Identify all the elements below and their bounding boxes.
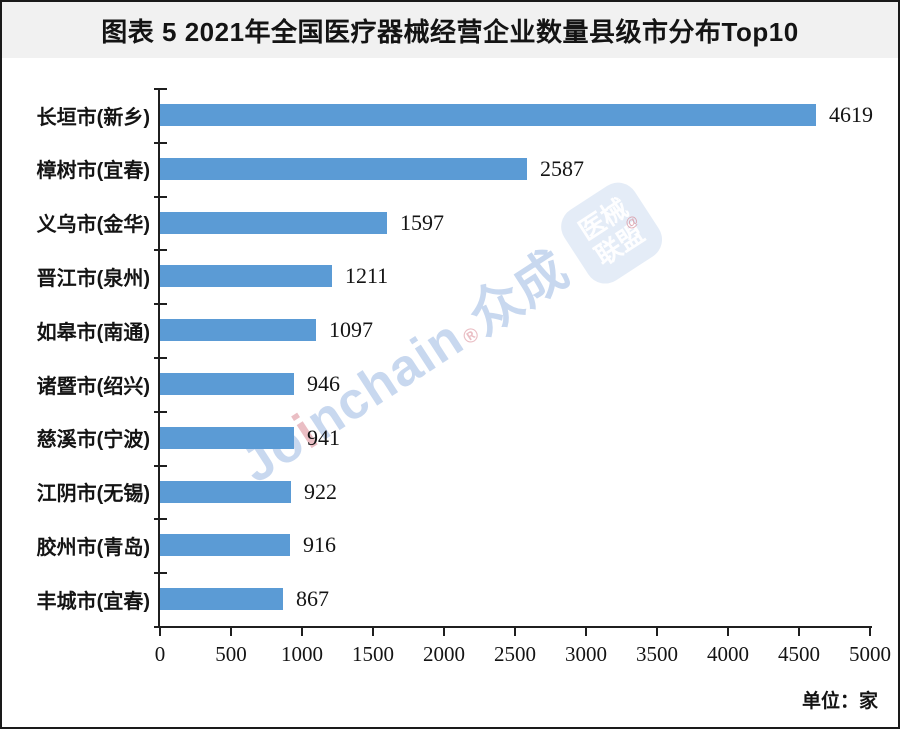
bar-value-label: 922 [304, 478, 337, 504]
x-axis-tick [656, 628, 658, 636]
x-axis-tick [514, 628, 516, 636]
watermark-badge-line1: 医械 [573, 192, 634, 247]
watermark-badge-line2: 联盟 [589, 217, 650, 272]
x-axis-tick [301, 628, 303, 636]
x-axis-tick [443, 628, 445, 636]
category-label: 江阴市(无锡) [36, 483, 150, 506]
category-label: 长垣市(新乡) [36, 106, 150, 129]
y-axis-tick [154, 626, 167, 628]
bar [160, 211, 387, 234]
x-axis-tick-label: 5000 [849, 642, 891, 666]
bar [160, 426, 294, 449]
x-axis-tick [585, 628, 587, 636]
y-axis-tick [154, 142, 167, 144]
x-axis-tick [159, 628, 161, 636]
bar [160, 265, 332, 288]
title-bar: 图表 5 2021年全国医疗器械经营企业数量县级市分布Top10 [2, 2, 898, 58]
bar-value-label: 867 [296, 586, 329, 612]
category-label: 樟树市(宜春) [36, 160, 150, 183]
bar-value-label: 946 [307, 371, 340, 396]
bar-value-label: 1211 [345, 263, 389, 289]
bar-value-label: 1097 [329, 317, 373, 343]
bar [160, 319, 316, 342]
x-axis-line [158, 626, 872, 628]
x-axis-tick-label: 1500 [352, 642, 394, 666]
category-label: 诸暨市(绍兴) [36, 375, 150, 398]
bar-value-label: 1597 [400, 209, 444, 235]
category-label: 晋江市(泉州) [36, 267, 150, 290]
x-axis-tick-label: 4500 [778, 642, 820, 666]
watermark-badge-mark: @ [621, 212, 642, 232]
x-axis-tick-label: 2500 [494, 642, 536, 666]
category-label: 如皋市(南通) [36, 321, 150, 344]
x-axis-tick-label: 0 [154, 642, 166, 666]
bar-value-label: 916 [303, 532, 336, 558]
bar [160, 480, 291, 503]
bar-value-label: 4619 [829, 102, 873, 127]
x-axis-tick-label: 500 [215, 642, 247, 666]
x-axis-tick-label: 3500 [636, 642, 678, 666]
category-label: 义乌市(金华) [36, 214, 150, 237]
x-axis-tick-label: 4000 [707, 642, 749, 666]
x-axis-tick-label: 3000 [565, 642, 607, 666]
watermark-text-part: 众成 [458, 240, 580, 347]
x-axis-tick [798, 628, 800, 636]
bar-value-label: 941 [307, 424, 340, 450]
x-axis-tick-label: 2000 [423, 642, 465, 666]
y-axis-tick [154, 249, 167, 251]
y-axis-tick [154, 465, 167, 467]
bar [160, 534, 290, 557]
chart-title: 图表 5 2021年全国医疗器械经营企业数量县级市分布Top10 [101, 16, 799, 47]
bar [160, 372, 294, 395]
y-axis-tick [154, 196, 167, 198]
y-axis-tick [154, 303, 167, 305]
y-axis-tick [154, 411, 167, 413]
bar [160, 103, 816, 126]
watermark-text-part: ® [459, 322, 485, 350]
x-axis-tick-label: 1000 [281, 642, 323, 666]
bar-value-label: 2587 [540, 155, 584, 181]
x-axis-tick [869, 628, 871, 636]
category-label: 丰城市(宜春) [36, 590, 150, 613]
unit-label: 单位：家 [801, 691, 878, 712]
x-axis-tick [372, 628, 374, 636]
y-axis-tick [154, 357, 167, 359]
y-axis-tick [154, 572, 167, 574]
y-axis-tick [154, 518, 167, 520]
x-axis-tick [230, 628, 232, 636]
category-label: 慈溪市(宁波) [36, 429, 150, 452]
category-label: 胶州市(青岛) [36, 536, 150, 559]
bar [160, 157, 527, 180]
x-axis-tick [727, 628, 729, 636]
bar [160, 588, 283, 611]
y-axis-tick [154, 88, 167, 90]
